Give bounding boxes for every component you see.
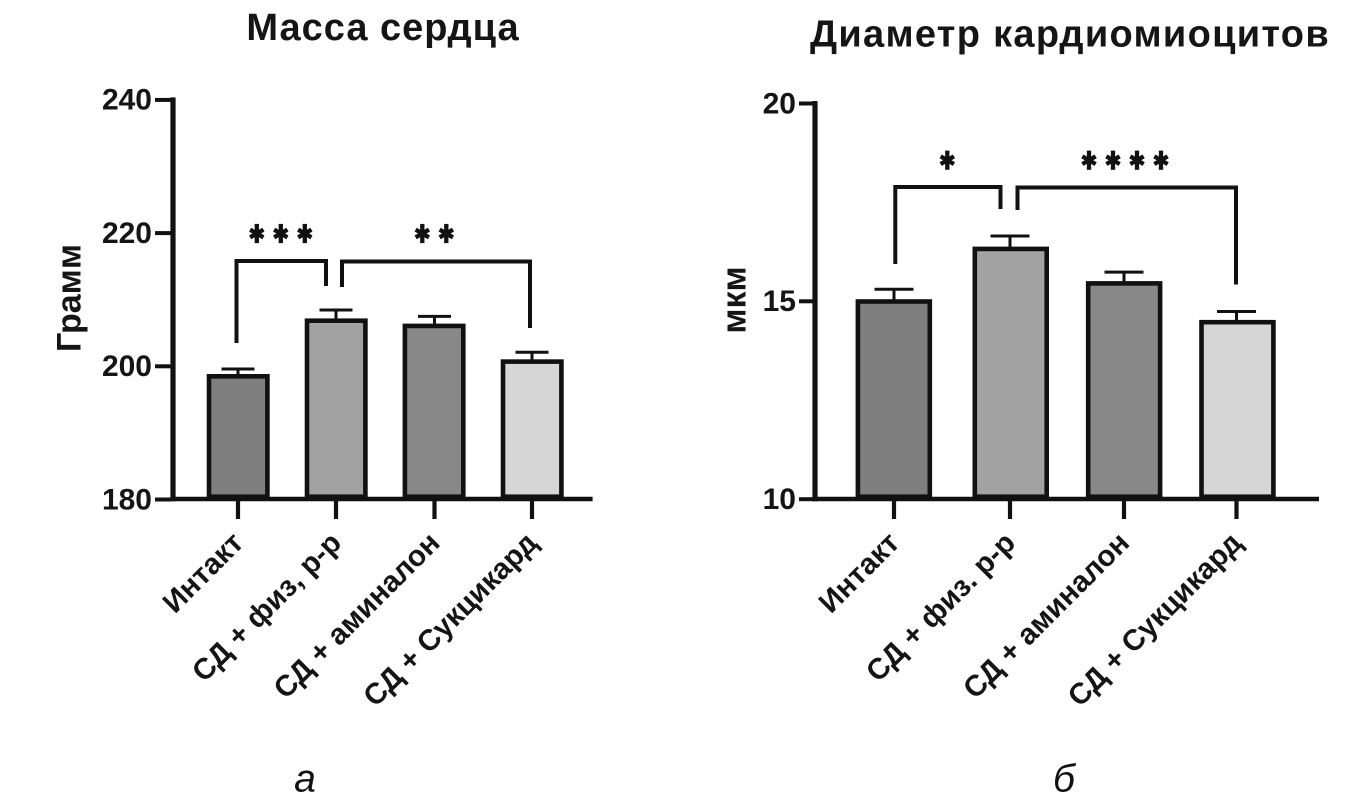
svg-text:а: а	[294, 758, 316, 801]
svg-text:мкм: мкм	[716, 266, 754, 333]
svg-text:б: б	[1053, 758, 1077, 801]
svg-text:15: 15	[763, 285, 796, 318]
svg-text:Грамм: Грамм	[51, 244, 89, 352]
svg-text:180: 180	[102, 483, 152, 516]
svg-text:240: 240	[102, 84, 152, 117]
svg-text:Диаметр кардиомиоцитов: Диаметр кардиомиоцитов	[810, 14, 1330, 56]
svg-text:200: 200	[102, 350, 152, 383]
svg-text:Масса сердца: Масса сердца	[246, 7, 519, 49]
svg-text:10: 10	[763, 483, 796, 516]
svg-text:20: 20	[763, 87, 796, 120]
svg-text:220: 220	[102, 217, 152, 250]
